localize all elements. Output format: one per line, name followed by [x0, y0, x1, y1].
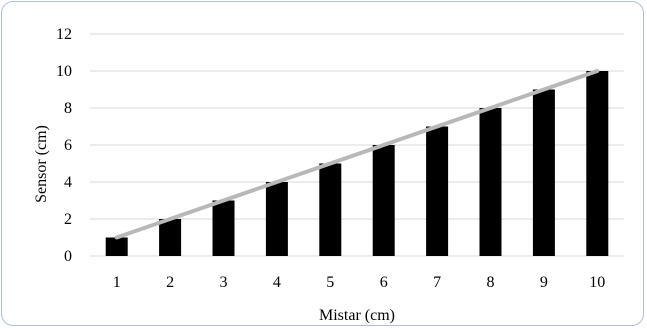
y-tick-label: 8: [64, 100, 72, 117]
x-tick-label: 3: [220, 274, 228, 291]
x-tick-label: 6: [380, 274, 388, 291]
x-axis-title: Mistar (cm): [319, 307, 395, 324]
x-tick-labels: 1 2 3 4 5 6 7 8 9 10: [113, 274, 606, 291]
bar: [372, 145, 395, 256]
bar: [159, 219, 182, 256]
x-tick-label: 9: [540, 274, 548, 291]
x-tick-label: 7: [433, 274, 441, 291]
x-tick-label: 8: [487, 274, 495, 291]
y-tick-label: 6: [64, 137, 72, 154]
bar: [479, 108, 502, 256]
trendline-group: [114, 69, 600, 240]
x-tick-label: 2: [166, 274, 174, 291]
y-axis-title: Sensor (cm): [33, 125, 50, 203]
bars: [105, 71, 609, 256]
y-tick-label: 2: [64, 211, 72, 228]
bar: [532, 89, 555, 256]
bar: [105, 237, 128, 256]
bar: [319, 163, 342, 256]
y-tick-label: 0: [64, 248, 72, 265]
y-tick-label: 12: [56, 26, 72, 43]
bar: [212, 200, 235, 256]
bar: [426, 126, 449, 256]
x-tick-label: 1: [113, 274, 121, 291]
y-tick-label: 4: [64, 174, 72, 191]
y-tick-label: 10: [56, 63, 72, 80]
x-tick-label: 10: [589, 274, 605, 291]
y-tick-labels: 0 2 4 6 8 10 12: [56, 26, 72, 265]
trendline: [114, 69, 600, 240]
bar: [265, 182, 288, 256]
x-tick-label: 5: [326, 274, 334, 291]
bar: [586, 71, 609, 256]
x-tick-label: 4: [273, 274, 281, 291]
